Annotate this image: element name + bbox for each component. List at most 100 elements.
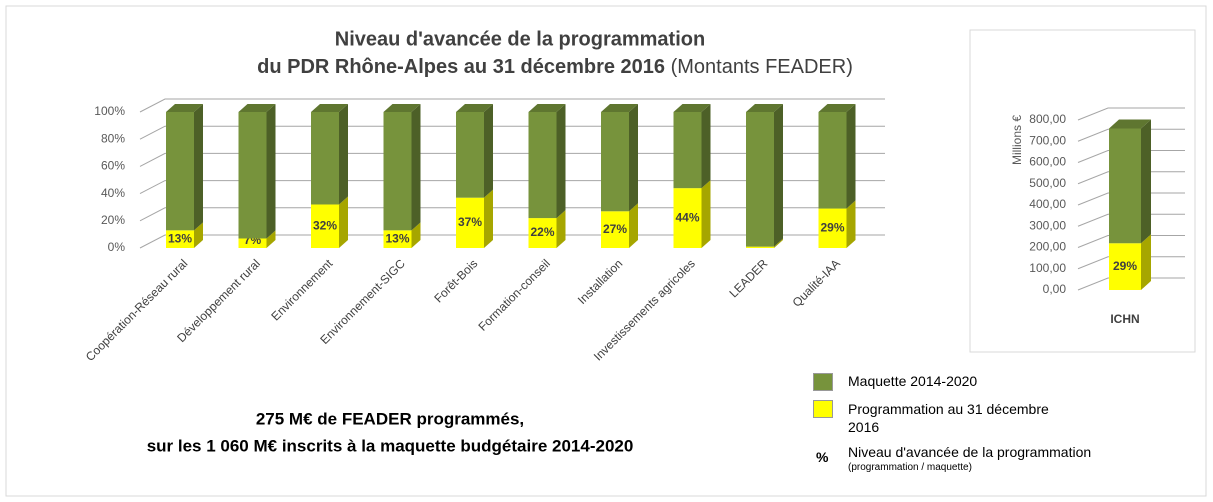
footer: sur les 1 060 M€ inscrits à la maquette … [147, 436, 634, 455]
data-label: 13% [168, 231, 192, 245]
y-tick-label: 600,00 [1029, 155, 1066, 169]
bar-segment [166, 112, 194, 231]
bar-top [818, 104, 856, 112]
bar-top [166, 104, 203, 112]
y-tick-label: 100% [94, 104, 125, 118]
frame [5, 5, 1207, 497]
bar-side [1141, 234, 1151, 290]
bar-segment [238, 112, 267, 239]
bar-side [411, 104, 421, 231]
grid-line [139, 98, 885, 113]
bar-side [194, 222, 203, 248]
y-tick-label: 500,00 [1029, 176, 1066, 190]
y-tick-label: 200,00 [1029, 240, 1066, 254]
chart-title: du PDR Rhône-Alpes au 31 décembre 2016 [257, 56, 665, 78]
bar-segment [601, 112, 629, 212]
bar-side [629, 104, 638, 212]
bar-segment [673, 112, 702, 189]
y-tick-label: 300,00 [1029, 218, 1066, 232]
legend-swatch [813, 400, 833, 418]
bar-top [238, 104, 276, 112]
legend-sublabel: (programmation / maquette) [848, 462, 972, 473]
data-label: 22% [530, 225, 554, 239]
data-label: 44% [675, 210, 699, 224]
x-tick-label: Environnement [268, 256, 335, 323]
y-tick-label: 80% [101, 131, 125, 145]
y-tick-label: 0,00 [1043, 282, 1067, 296]
bar-segment [456, 112, 484, 198]
grid-line [139, 234, 885, 249]
data-label: 32% [313, 218, 337, 232]
bar-side [194, 104, 203, 231]
legend-label: Niveau d'avancée de la programmation [848, 444, 1092, 460]
bar-side [1141, 119, 1151, 244]
x-tick-label: ICHN [1110, 312, 1139, 326]
bar-segment [818, 112, 847, 209]
legend-symbol: % [816, 449, 829, 465]
legend-label: Maquette 2014-2020 [848, 373, 978, 389]
x-tick-label: Forêt-Bois [431, 256, 480, 305]
bar-side [774, 238, 783, 248]
bar-side [484, 189, 493, 248]
bar-segment [1109, 243, 1141, 290]
x-tick-label: Qualité-IAA [790, 256, 843, 309]
bar-segment [528, 112, 557, 219]
bar-top [528, 104, 566, 112]
y-tick-label: 800,00 [1029, 112, 1066, 126]
bar-segment [818, 208, 847, 248]
x-tick-label: Développement rural [174, 256, 263, 345]
bar-side [266, 230, 276, 248]
legend-label: Programmation au 31 décembre 2016 [848, 401, 1049, 435]
footer: 275 M€ de FEADER programmés, [256, 409, 524, 428]
bar-segment [601, 211, 629, 248]
bar-segment [528, 218, 557, 248]
grid-line [139, 125, 885, 140]
bar-segment [238, 238, 267, 248]
bar-segment [456, 197, 484, 248]
bar-segment [383, 112, 412, 231]
x-tick-label: Installation [575, 256, 625, 306]
bar-segment [673, 188, 702, 248]
y-tick-label: 20% [101, 213, 125, 227]
bar-segment [383, 230, 412, 248]
grid-line [1077, 150, 1185, 163]
grid-line [1077, 277, 1185, 291]
bar-side [484, 104, 493, 198]
grid-line [1077, 256, 1185, 270]
bar-segment [1109, 128, 1141, 244]
bar-side [266, 104, 276, 239]
data-label: 29% [820, 220, 844, 234]
bar-top [673, 104, 711, 112]
bar-side [629, 203, 638, 248]
x-tick-label: Formation-conseil [476, 256, 553, 333]
annotation: 29% [1113, 259, 1137, 273]
y-tick-label: 0% [108, 240, 126, 254]
bar-side [846, 200, 856, 248]
bar-top [383, 104, 421, 112]
grid-line [1077, 213, 1185, 227]
bar-segment [311, 112, 339, 205]
bar-side [701, 180, 711, 248]
grid-line [139, 180, 885, 195]
y-tick-label: 100,00 [1029, 261, 1066, 275]
bar-side [556, 104, 566, 219]
grid-line [1077, 192, 1185, 206]
grid-line [1077, 235, 1185, 248]
y-tick-label: 400,00 [1029, 197, 1066, 211]
y-tick-label: 60% [101, 159, 125, 173]
data-label: 37% [458, 215, 482, 229]
grid-line [1077, 107, 1185, 121]
ichn-frame [969, 29, 1196, 353]
x-tick-label: LEADER [727, 256, 771, 300]
bar-side [339, 196, 348, 248]
x-tick-label: Coopération-Réseau rural [83, 256, 191, 364]
grid-line [1077, 171, 1185, 185]
bar-side [774, 104, 783, 247]
bar-segment [166, 230, 194, 248]
chart-title: du PDR Rhône-Alpes au 31 décembre 2016 (… [257, 56, 853, 78]
bar-segment [311, 204, 339, 248]
grid-line [139, 207, 885, 222]
bar-side [846, 104, 856, 209]
